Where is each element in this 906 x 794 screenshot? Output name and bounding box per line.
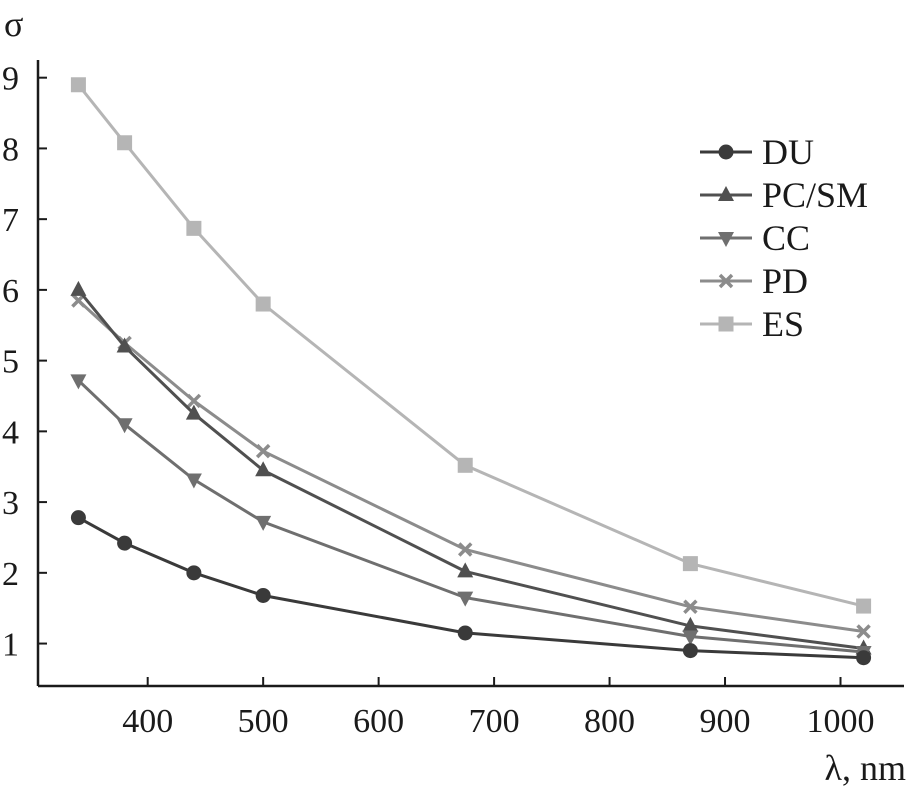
legend-item-cc: CC <box>700 218 810 258</box>
data-point-es <box>117 135 133 151</box>
data-point-pc-sm <box>70 280 87 296</box>
series-du <box>70 510 872 666</box>
y-tick-label: 3 <box>2 485 19 522</box>
legend-item-pd: PD <box>700 261 808 301</box>
y-tick-label: 6 <box>2 273 19 310</box>
legend-marker <box>718 232 734 247</box>
y-tick-label: 4 <box>2 414 19 451</box>
data-point-pd <box>186 393 202 409</box>
y-axis-label: σ <box>4 4 23 44</box>
data-point-es <box>255 296 271 312</box>
x-tick-label: 800 <box>584 703 635 740</box>
data-point-cc <box>70 374 87 390</box>
data-point-pc-sm <box>457 562 474 578</box>
series-layer <box>70 77 872 666</box>
data-point-es <box>457 457 473 473</box>
legend-item-du: DU <box>700 132 814 172</box>
legend-label: PC/SM <box>762 175 868 215</box>
y-tick-label: 5 <box>2 344 19 381</box>
data-point-cc <box>116 418 133 434</box>
legend-label: ES <box>762 304 804 344</box>
legend-marker <box>718 144 734 160</box>
x-tick-label: 1000 <box>806 703 874 740</box>
legend-item-es: ES <box>700 304 804 344</box>
legend-marker <box>718 186 734 201</box>
data-point-du <box>186 565 202 581</box>
data-point-es <box>186 220 202 236</box>
data-point-du <box>457 625 473 641</box>
data-point-es <box>856 598 872 614</box>
data-point-cc <box>255 515 272 531</box>
data-point-cc <box>682 630 699 646</box>
data-point-pc-sm <box>116 337 133 353</box>
data-point-es <box>70 77 86 93</box>
series-es <box>70 77 872 614</box>
x-tick-label: 500 <box>238 703 289 740</box>
data-point-pd <box>856 624 871 639</box>
y-tick-label: 8 <box>2 131 19 168</box>
y-tick-label: 1 <box>2 627 19 664</box>
data-point-es <box>682 556 698 572</box>
series-line-es <box>77 83 864 608</box>
data-point-du <box>70 510 86 526</box>
x-tick-label: 400 <box>122 703 173 740</box>
legend-label: CC <box>762 218 810 258</box>
data-point-pd <box>255 443 271 459</box>
data-point-pd <box>457 542 473 557</box>
x-tick-label: 700 <box>469 703 520 740</box>
data-point-cc <box>457 591 474 607</box>
data-point-cc <box>185 473 202 489</box>
legend-label: DU <box>762 132 814 172</box>
data-point-du <box>682 643 698 659</box>
x-tick-label: 900 <box>700 703 751 740</box>
legend-marker <box>718 273 734 289</box>
data-point-du <box>255 587 271 603</box>
series-line-cc <box>77 379 864 654</box>
data-point-du <box>117 535 133 551</box>
x-tick-label: 600 <box>353 703 404 740</box>
data-point-pc-sm <box>185 404 202 420</box>
legend-label: PD <box>762 261 808 301</box>
data-point-pc-sm <box>255 461 272 477</box>
legend-marker <box>718 316 734 332</box>
y-tick-label: 2 <box>2 556 19 593</box>
axes: 1 2 3 4 5 6 7 8 9 400 500 600 700 800 900 1000 <box>2 60 904 740</box>
y-tick-label: 7 <box>2 202 19 239</box>
data-point-pd <box>683 599 698 615</box>
data-point-du <box>856 650 872 666</box>
y-tick-label: 9 <box>2 61 19 98</box>
legend-item-pc-sm: PC/SM <box>700 175 868 215</box>
x-axis-label: λ, nm <box>825 748 906 788</box>
data-point-pc-sm <box>682 616 699 632</box>
